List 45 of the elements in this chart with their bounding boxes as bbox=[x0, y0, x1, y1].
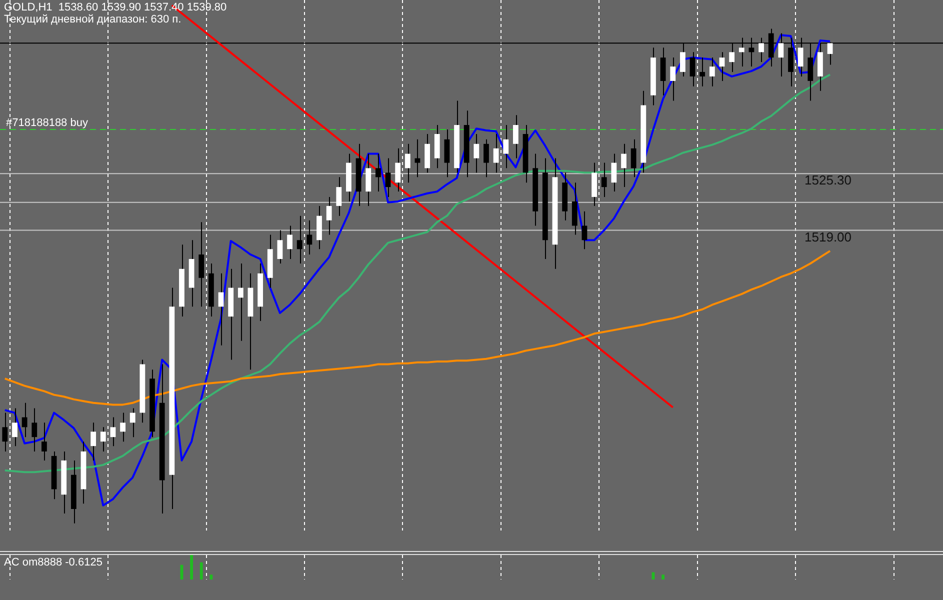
bar bbox=[662, 574, 665, 580]
candlestick bbox=[238, 263, 244, 342]
candlestick bbox=[120, 412, 126, 442]
candlestick bbox=[513, 114, 518, 159]
ref-line-label: 1519.00 bbox=[804, 229, 852, 244]
candlestick bbox=[404, 143, 410, 184]
candlestick bbox=[484, 138, 489, 178]
candlestick bbox=[366, 153, 372, 206]
ref-line-label: #718188188 buy bbox=[6, 117, 88, 130]
candlestick bbox=[630, 138, 636, 178]
candlestick bbox=[306, 220, 312, 256]
candlestick bbox=[690, 52, 696, 87]
candlestick bbox=[130, 408, 136, 438]
candlestick bbox=[474, 134, 480, 174]
candlestick bbox=[414, 138, 420, 178]
text: Текущий дневной диапазон: 630 п. bbox=[4, 14, 182, 26]
candlestick bbox=[326, 196, 332, 236]
candlestick bbox=[90, 422, 96, 461]
candlestick bbox=[375, 153, 381, 192]
candlestick bbox=[2, 412, 8, 452]
candlestick bbox=[621, 143, 626, 188]
candlestick bbox=[385, 158, 391, 198]
candlestick bbox=[709, 57, 715, 87]
candlestick bbox=[670, 57, 676, 102]
candlestick bbox=[611, 153, 617, 192]
bar bbox=[210, 574, 213, 580]
candlestick bbox=[32, 408, 38, 452]
candlestick bbox=[110, 416, 116, 447]
candlestick bbox=[336, 176, 342, 216]
bar bbox=[190, 555, 194, 580]
candlestick bbox=[218, 272, 224, 346]
candlestick bbox=[601, 162, 607, 198]
candlestick bbox=[582, 210, 588, 250]
ref-line-label: 1525.30 bbox=[804, 172, 852, 188]
candlestick bbox=[719, 52, 725, 82]
candlestick bbox=[287, 225, 292, 260]
candlestick bbox=[660, 47, 666, 96]
candlestick bbox=[444, 129, 450, 178]
candlestick bbox=[22, 402, 28, 438]
bar bbox=[200, 562, 203, 580]
candlestick bbox=[42, 422, 47, 461]
candlestick bbox=[277, 230, 283, 264]
candlestick bbox=[198, 222, 204, 308]
candlestick bbox=[296, 215, 302, 264]
candlestick bbox=[700, 57, 706, 87]
